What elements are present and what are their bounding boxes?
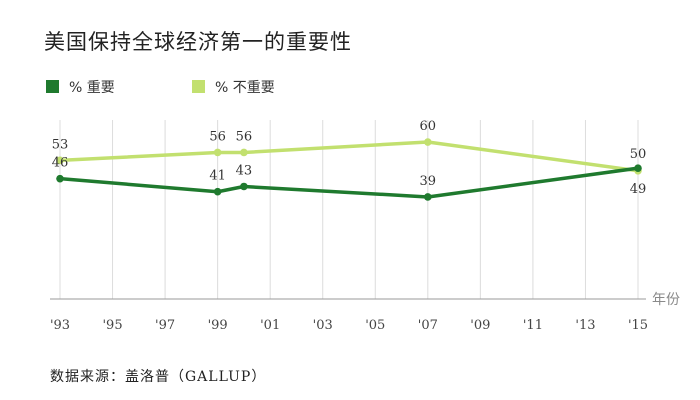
- data-label-important-2007: 39: [420, 174, 437, 189]
- x-tick-label-2015: '15: [628, 318, 648, 333]
- data-label-important-1993: 46: [52, 156, 69, 171]
- x-tick-label-2001: '01: [260, 318, 280, 333]
- data-label-not-important-1999: 56: [209, 129, 226, 144]
- data-label-not-important-2000: 56: [236, 129, 253, 144]
- series-line-not-important: [59, 140, 639, 173]
- x-tick-label-1993: '93: [50, 318, 70, 333]
- point-important-2000: [240, 182, 248, 191]
- data-label-not-important-1993: 53: [52, 137, 69, 152]
- point-important-2007: [424, 193, 432, 201]
- legend-swatch-not-important: [192, 80, 205, 93]
- data-label-not-important-2015: 49: [630, 182, 647, 197]
- point-important-1999: [213, 187, 222, 196]
- data-label-not-important-2007: 60: [420, 119, 437, 134]
- data-label-important-1999: 41: [209, 169, 226, 184]
- x-tick-labels: '93 '95 '97 '99 '01 '03 '05 '07 '09 '11 '13 '15: [50, 318, 648, 333]
- legend-item-not-important: % 不重要: [192, 78, 275, 98]
- x-tick-label-2011: '11: [523, 318, 543, 333]
- x-tick-label-2013: '13: [575, 318, 595, 333]
- point-not-important-1993: [56, 156, 64, 165]
- x-tick-label-1999: '99: [208, 318, 228, 333]
- legend-item-important: % 重要: [46, 78, 115, 98]
- x-tick-label-1995: '95: [102, 318, 122, 333]
- point-important-1993: [56, 174, 64, 183]
- legend-label-important: % 重要: [69, 80, 115, 96]
- x-tick-label-1997: '97: [155, 318, 175, 333]
- x-tick-label-2003: '03: [313, 318, 333, 333]
- x-tick-label-2009: '09: [470, 318, 490, 333]
- legend-label-not-important: % 不重要: [215, 80, 275, 96]
- source-note: 数据来源：盖洛普（GALLUP）: [50, 369, 267, 385]
- x-tick-label-2007: '07: [418, 318, 438, 333]
- x-tick-label-2005: '05: [365, 318, 385, 333]
- data-labels: 46 41 43 39 50 53 56 56 60 49: [52, 119, 647, 197]
- data-label-important-2000: 43: [236, 163, 253, 178]
- data-label-important-2015: 50: [630, 147, 647, 162]
- point-not-important-2000: [240, 148, 248, 157]
- x-axis-label: 年份: [652, 292, 680, 308]
- point-important-2015: [634, 164, 642, 172]
- legend-swatch-important: [46, 80, 59, 93]
- point-not-important-2007: [424, 138, 432, 146]
- series-line-important: [59, 166, 639, 199]
- chart-title: 美国保持全球经济第一的重要性: [44, 30, 352, 54]
- point-not-important-1999: [213, 148, 222, 157]
- series-lines: [56, 138, 642, 201]
